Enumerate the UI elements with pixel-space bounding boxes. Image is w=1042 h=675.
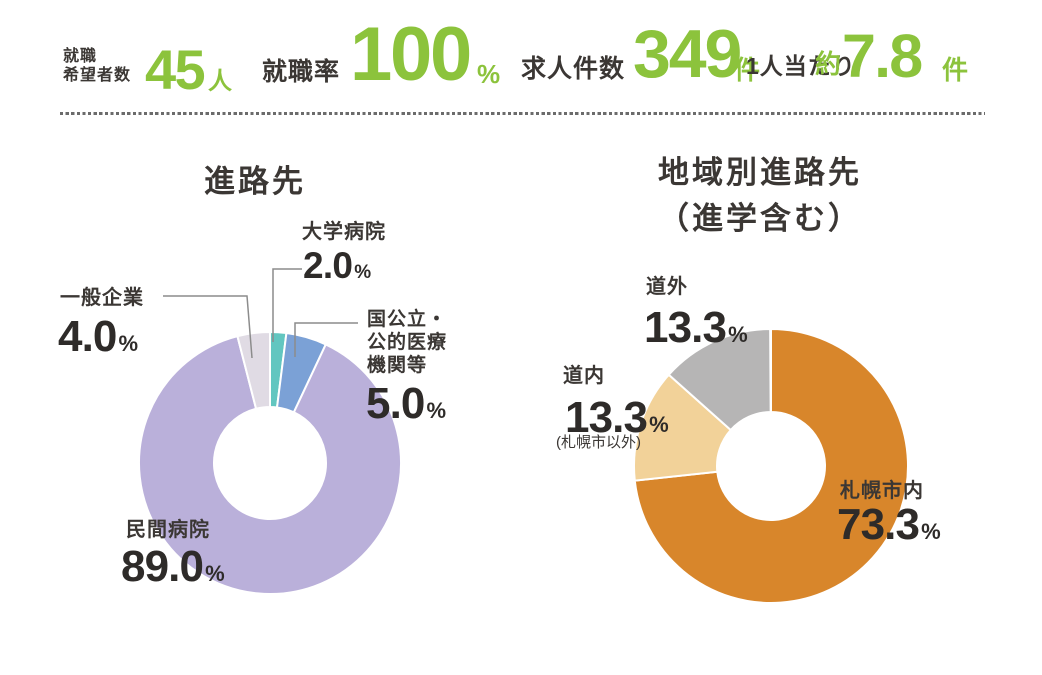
jobseekers-unit: 人 [208,68,232,95]
slice-label-university-hospital: 大学病院 [302,221,386,243]
job-openings-unit: 件 [734,55,761,85]
value-number: 4.0 [58,312,117,361]
slice-value-inside-hokkaido: 13.3 % [565,396,669,440]
slice-sublabel-inside-hokkaido: (札幌市以外) [556,434,641,451]
value-number: 2.0 [303,245,353,286]
value-number: 13.3 [565,393,648,442]
right-chart-title-line1: 地域別進路先 [658,155,862,190]
slice-label-inside-hokkaido: 道内 [563,365,605,387]
per-person-label: 1人当たり [746,53,856,79]
job-openings-label: 求人件数 [521,55,626,83]
slice-value-private-hospital: 89.0 % [121,545,225,589]
slice-label-sapporo: 札幌市内 [840,480,924,502]
right-chart-title-line2: （進学含む） [658,201,862,236]
dotted-divider [60,112,985,116]
slice-label-outside-hokkaido: 道外 [646,276,688,298]
value-number: 89.0 [121,542,204,591]
leader-line-general-company [163,295,253,359]
per-person-prefix: 約 [815,49,843,79]
donut-slice-道外 [667,328,772,432]
job-openings-value: 349 [633,16,742,92]
jobseekers-label-line2: 希望者数 [63,67,132,84]
percent-sign: % [728,322,748,347]
value-number: 5.0 [366,379,425,428]
jobseekers-value: 45 [145,38,206,101]
employment-rate-unit: % [477,59,501,89]
donut-career-destination [138,331,402,595]
donut-slice-札幌市内 [633,328,909,604]
percent-sign: % [205,561,225,586]
leader-line-public-medical [294,322,358,357]
slice-value-outside-hokkaido: 13.3 % [644,306,748,350]
percent-sign: % [921,519,941,544]
slice-value-sapporo: 73.3 % [837,503,941,547]
value-number: 13.3 [644,303,727,352]
donut-slice-一般企業 [236,331,271,410]
percent-sign: % [649,412,669,437]
left-chart-title: 進路先 [204,164,306,199]
employment-rate-value: 100 [350,12,472,97]
value-number: 73.3 [837,500,920,549]
slice-label-private-hospital: 民間病院 [126,519,210,541]
slice-label-general-company: 一般企業 [60,287,144,309]
jobseekers-label-line1: 就職 [63,48,98,65]
slice-value-public-medical: 5.0 % [366,382,446,426]
percent-sign: % [118,331,139,356]
per-person-value: 7.8 [842,22,923,90]
slice-value-university-hospital: 2.0 % [303,247,371,284]
employment-rate-label: 就職率 [262,58,341,86]
leader-line-university-hospital [272,268,302,342]
slice-value-general-company: 4.0 % [58,315,138,359]
percent-sign: % [354,262,372,283]
percent-sign: % [426,398,447,423]
donut-region-destination [633,328,909,604]
donut-slice-民間病院 [138,335,402,595]
per-person-unit: 件 [942,55,969,85]
